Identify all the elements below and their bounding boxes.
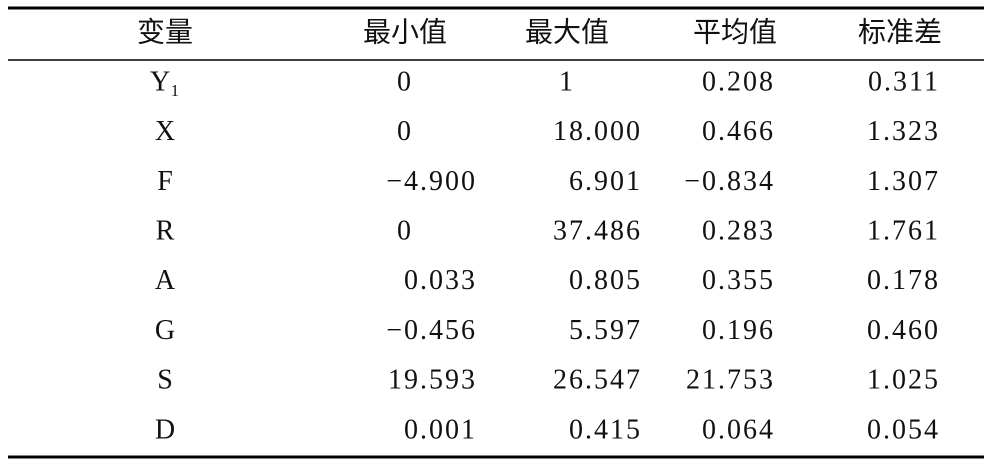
value-cell: 0.033 (404, 265, 477, 296)
value-cell: 0.196 (702, 315, 775, 346)
value-cell: 0 (397, 66, 413, 97)
header-cell: 变量 (137, 16, 193, 48)
value-cell: 37.486 (553, 216, 642, 247)
value-cell: −0.456 (386, 315, 477, 346)
row-label: S (157, 365, 173, 396)
value-cell: 19.593 (388, 365, 477, 396)
row-label: D (155, 414, 175, 445)
value-cell: 1.307 (867, 166, 940, 197)
row-label: F (157, 166, 173, 197)
value-cell: −0.834 (684, 166, 775, 197)
value-cell: 26.547 (553, 365, 642, 396)
value-cell: 5.597 (569, 315, 642, 346)
value-cell: 0.355 (702, 265, 775, 296)
value-cell: −4.900 (386, 166, 477, 197)
row-label: X (155, 116, 175, 147)
value-cell: 0.805 (569, 265, 642, 296)
value-cell: 0.064 (702, 414, 775, 445)
value-cell: 0 (397, 216, 413, 247)
value-cell: 0.001 (404, 414, 477, 445)
header-cell: 最大值 (525, 16, 609, 48)
value-cell: 1.323 (867, 116, 940, 147)
value-cell: 0.178 (867, 265, 940, 296)
header-cell: 标准差 (858, 16, 942, 48)
header-cell: 最小值 (363, 16, 447, 48)
value-cell: 1 (559, 66, 575, 97)
value-cell: 0.208 (702, 66, 775, 97)
value-cell: 6.901 (569, 166, 642, 197)
row-label: A (155, 265, 176, 296)
value-cell: 0.054 (867, 414, 940, 445)
value-cell: 1.025 (867, 365, 940, 396)
row-label: Y₁ (150, 66, 180, 97)
header-cell: 平均值 (693, 16, 777, 48)
value-cell: 21.753 (686, 365, 775, 396)
row-label: G (155, 315, 175, 346)
value-cell: 1.761 (867, 216, 940, 247)
value-cell: 0.283 (702, 216, 775, 247)
row-label: R (156, 216, 175, 247)
value-cell: 0.415 (569, 414, 642, 445)
value-cell: 0.466 (702, 116, 775, 147)
value-cell: 0 (397, 116, 413, 147)
value-cell: 0.311 (868, 66, 940, 97)
value-cell: 0.460 (867, 315, 940, 346)
value-cell: 18.000 (553, 116, 642, 147)
